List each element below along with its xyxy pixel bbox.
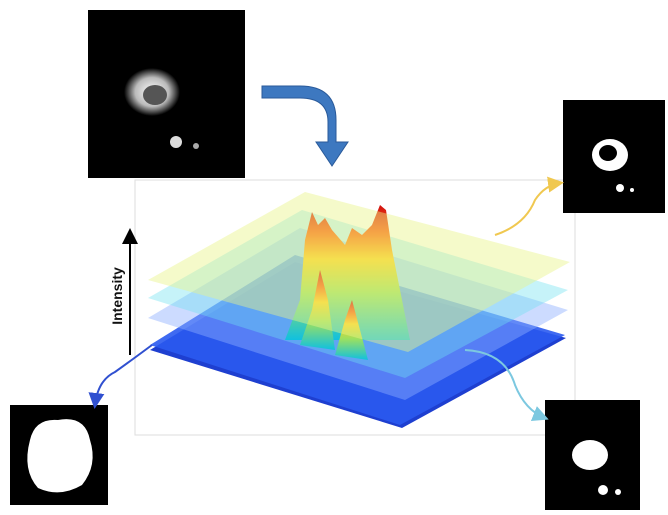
threshold-high-image bbox=[563, 100, 665, 213]
axis-label: Intensity bbox=[109, 267, 125, 325]
input-image bbox=[88, 10, 245, 178]
threshold-low-image bbox=[10, 405, 108, 505]
threshold-mid-image bbox=[545, 400, 640, 510]
process-arrow bbox=[262, 86, 348, 166]
diagram: Intensity bbox=[0, 0, 668, 515]
